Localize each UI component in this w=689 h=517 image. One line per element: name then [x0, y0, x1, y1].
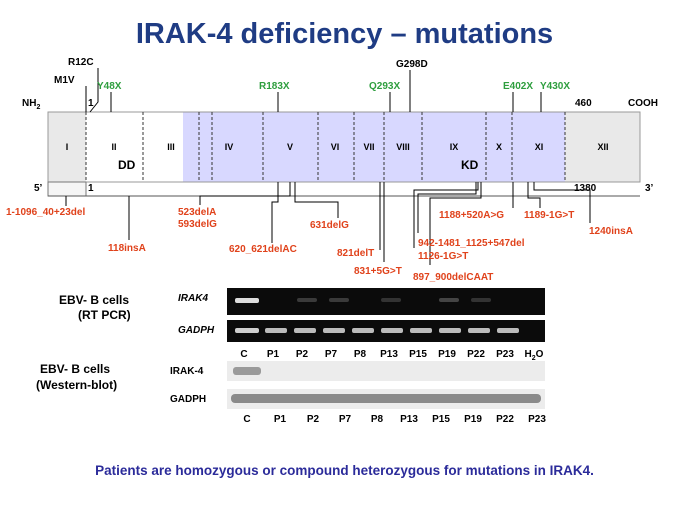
rtpcr-title: EBV- B cells	[59, 293, 130, 307]
western-blot-irak4	[227, 361, 545, 381]
mutation-cdna: 620_621delAC	[229, 244, 297, 255]
gel-band	[439, 298, 459, 302]
western-lane-label: P1	[273, 414, 287, 425]
gel-band	[381, 328, 403, 333]
western-lane-label: P23	[528, 414, 546, 425]
mutation-cdna: 631delG	[310, 220, 349, 231]
gel-band	[468, 328, 490, 333]
exon-label: VIII	[396, 142, 410, 152]
western-lane-label: P19	[464, 414, 482, 425]
exon-label: IX	[449, 142, 459, 152]
western-lane-label: P2	[306, 414, 320, 425]
exon-label: VII	[363, 142, 375, 152]
mutation-m1v: M1V	[54, 75, 75, 86]
mutation-cdna: 118insA	[108, 243, 146, 254]
gel-band	[497, 328, 519, 333]
slide-title: IRAK-4 deficiency – mutations	[135, 18, 554, 50]
rtpcr-lane-label: P13	[380, 349, 398, 360]
kinase-domain-label: KD	[461, 158, 479, 172]
mutation-cdna: 1189-1G>T	[524, 210, 575, 221]
gel-band	[471, 298, 491, 302]
c-terminus-label: COOH	[628, 98, 658, 109]
rtpcr-lane-label: P23	[496, 349, 514, 360]
western-lane-label: C	[243, 414, 251, 425]
blot-band	[231, 394, 541, 403]
exon-label: X	[495, 142, 502, 152]
exon-label: III	[167, 142, 175, 152]
protein-start-label: 1	[88, 98, 94, 109]
rtpcr-lane-label: C	[240, 349, 248, 360]
mutation-y48x: Y48X	[97, 81, 122, 92]
rtpcr-lane-label: P8	[353, 349, 367, 360]
gel-band	[294, 328, 316, 333]
mutation-r183x: R183X	[259, 81, 290, 92]
blot-band	[233, 367, 261, 375]
western-blot-gadph	[227, 389, 545, 409]
death-domain-label: DD	[118, 158, 136, 172]
mutation-cdna: 897_900delCAAT	[413, 272, 494, 283]
mutation-r12c: R12C	[68, 57, 94, 68]
footer-caption: Patients are homozygous or compound hete…	[95, 463, 594, 478]
rtpcr-lane-label-h2o: H2O	[524, 349, 544, 362]
mutation-cdna: 593delG	[178, 219, 217, 230]
exon-label: II	[111, 142, 117, 152]
mutation-cdna: 942-1481_1125+547del	[418, 238, 525, 249]
western-band-gadph-label: GADPH	[170, 394, 207, 405]
gel-band	[410, 328, 432, 333]
rtpcr-lane-label: P1	[266, 349, 280, 360]
rtpcr-lane-label: P19	[438, 349, 456, 360]
mutation-cdna: 831+5G>T	[354, 266, 402, 277]
mutation-cdna: 1240insA	[589, 226, 633, 237]
western-lane-label: P15	[432, 414, 450, 425]
mutation-cdna: 1126-1G>T	[418, 251, 469, 262]
exon-label: IV	[224, 142, 234, 152]
gel-band	[329, 298, 349, 302]
western-title: EBV- B cells	[40, 362, 111, 376]
mutation-q293x: Q293X	[369, 81, 401, 92]
western-lane-label: P7	[338, 414, 352, 425]
mutation-g298d: G298D	[396, 59, 428, 70]
western-lane-label: P22	[496, 414, 514, 425]
exon-label: XII	[597, 142, 609, 152]
gel-band	[297, 298, 317, 302]
rtpcr-gel-irak4	[227, 288, 545, 315]
gel-band	[323, 328, 345, 333]
cdna-5prime-label: 5’	[34, 183, 43, 194]
cdna-start-label: 1	[88, 183, 94, 194]
cdna-3prime-label: 3’	[645, 183, 654, 194]
exon-label: VI	[330, 142, 340, 152]
mutation-cdna: 821delT	[337, 248, 375, 259]
rtpcr-lane-label: P22	[467, 349, 485, 360]
exon-label: I	[65, 142, 69, 152]
exon-label: XI	[534, 142, 544, 152]
protein-end-label: 460	[575, 98, 592, 109]
mutation-cdna: 1-1096_40+23del	[6, 207, 86, 218]
rtpcr-band-gadph-label: GADPH	[178, 325, 215, 336]
gel-band	[235, 298, 259, 303]
exon-label: V	[286, 142, 293, 152]
gel-band	[265, 328, 287, 333]
mutation-e402x: E402X	[503, 81, 534, 92]
gel-band	[235, 328, 259, 333]
rtpcr-gel-gadph	[227, 320, 545, 342]
gel-band	[352, 328, 374, 333]
cdna-end-label: 1380	[574, 183, 597, 194]
gel-band	[381, 298, 401, 302]
n-terminus-label: NH2	[22, 98, 41, 111]
rtpcr-subtitle: (RT PCR)	[78, 308, 131, 322]
western-band-irak4-label: IRAK-4	[170, 366, 204, 377]
rtpcr-lane-label: P2	[295, 349, 309, 360]
rtpcr-lane-label: P15	[409, 349, 427, 360]
western-lane-label: P8	[370, 414, 384, 425]
rtpcr-band-irak4-label: IRAK4	[178, 293, 209, 304]
mutation-cdna: 523delA	[178, 207, 217, 218]
mutation-cdna: 1188+520A>G	[439, 210, 505, 221]
mutation-y430x: Y430X	[540, 81, 571, 92]
gel-band	[439, 328, 461, 333]
rtpcr-lane-label: P7	[324, 349, 338, 360]
western-subtitle: (Western-blot)	[36, 378, 118, 392]
western-lane-label: P13	[400, 414, 418, 425]
